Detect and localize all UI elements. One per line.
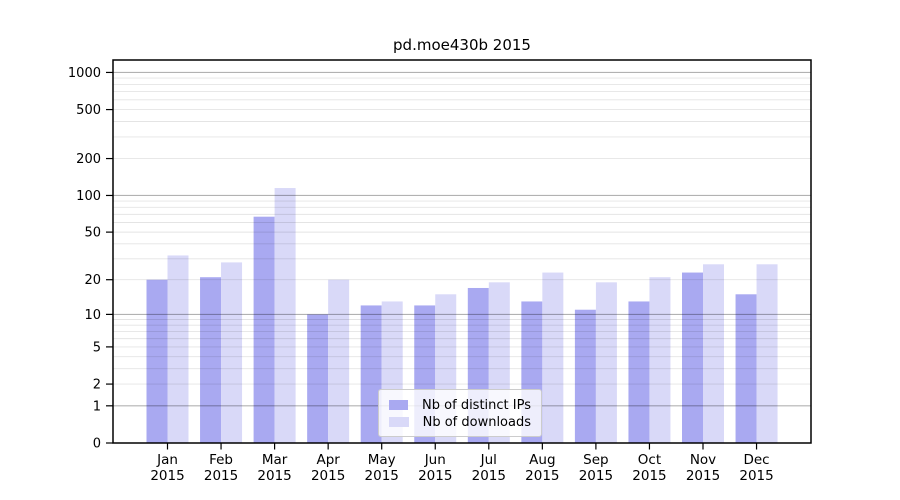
- legend-item-distinct-ips: Nb of distinct IPs: [389, 397, 531, 413]
- y-tick-label: 100: [76, 189, 101, 204]
- y-tick-label: 0: [93, 437, 101, 452]
- bar-apr-downloads: [328, 279, 350, 443]
- x-tick-label-month: May: [368, 452, 396, 468]
- x-tick-label-month: Sep: [583, 452, 608, 468]
- x-tick-label-month: Jul: [480, 452, 497, 468]
- bar-feb-downloads: [221, 262, 243, 443]
- axes-layer: [106, 59, 812, 450]
- y-tick-label: 500: [76, 103, 101, 118]
- x-tick-label-month: Jun: [424, 452, 446, 468]
- bar-jan-downloads: [167, 255, 189, 443]
- y-tick-label: 2: [93, 378, 101, 393]
- bar-dec-distinct-ips: [735, 294, 757, 443]
- bar-nov-distinct-ips: [682, 272, 703, 443]
- legend-item-downloads: Nb of downloads: [389, 414, 531, 430]
- x-tick-label-year: 2015: [739, 468, 773, 484]
- x-tick-label-month: Feb: [209, 452, 233, 468]
- y-tick-label: 1: [93, 399, 101, 414]
- legend-label-distinct-ips: Nb of distinct IPs: [422, 397, 531, 413]
- bar-feb-distinct-ips: [200, 277, 222, 443]
- tick-labels-layer: 01251020501002005001000Jan2015Feb2015Mar…: [68, 66, 774, 484]
- x-tick-label-month: Nov: [690, 452, 716, 468]
- bar-oct-distinct-ips: [628, 301, 650, 443]
- legend: Nb of distinct IPs Nb of downloads: [378, 389, 542, 437]
- bar-sep-distinct-ips: [574, 309, 596, 443]
- x-tick-label-month: Oct: [638, 452, 661, 468]
- chart-title: pd.moe430b 2015: [393, 36, 531, 54]
- legend-label-downloads: Nb of downloads: [422, 414, 531, 430]
- legend-swatch-downloads-icon: [389, 417, 409, 427]
- bar-dec-downloads: [756, 264, 778, 443]
- x-tick-label-month: Apr: [316, 452, 340, 468]
- x-tick-label-year: 2015: [365, 468, 399, 484]
- x-tick-label-month: Jan: [156, 452, 178, 468]
- bar-aug-downloads: [542, 272, 564, 443]
- x-tick-label-year: 2015: [579, 468, 613, 484]
- y-tick-label: 20: [84, 273, 101, 288]
- x-tick-label-year: 2015: [418, 468, 452, 484]
- x-tick-label-month: Dec: [743, 452, 769, 468]
- x-tick-label-year: 2015: [632, 468, 666, 484]
- x-tick-label-year: 2015: [686, 468, 720, 484]
- bar-oct-downloads: [649, 277, 671, 443]
- gridlines-layer: [113, 71, 811, 407]
- bar-nov-downloads: [703, 264, 724, 443]
- legend-swatch-distinct-ips-icon: [389, 400, 409, 410]
- bar-mar-distinct-ips: [253, 216, 275, 443]
- x-tick-label-year: 2015: [525, 468, 559, 484]
- x-tick-label-month: Mar: [262, 452, 288, 468]
- plot-frame: [112, 59, 812, 444]
- y-tick-label: 1000: [68, 66, 101, 81]
- bar-apr-distinct-ips: [307, 314, 329, 443]
- bar-mar-downloads: [274, 188, 296, 443]
- x-tick-label-year: 2015: [150, 468, 184, 484]
- y-tick-label: 10: [84, 308, 101, 323]
- x-tick-label-year: 2015: [257, 468, 291, 484]
- bar-sep-downloads: [595, 282, 617, 443]
- x-tick-label-month: Aug: [529, 452, 555, 468]
- y-tick-label: 5: [93, 340, 101, 355]
- x-tick-label-year: 2015: [472, 468, 506, 484]
- bar-jan-distinct-ips: [146, 279, 168, 443]
- y-tick-label: 200: [76, 152, 101, 167]
- x-tick-label-year: 2015: [204, 468, 238, 484]
- bar-may-distinct-ips: [360, 305, 382, 443]
- x-tick-label-year: 2015: [311, 468, 345, 484]
- y-tick-label: 50: [84, 226, 101, 241]
